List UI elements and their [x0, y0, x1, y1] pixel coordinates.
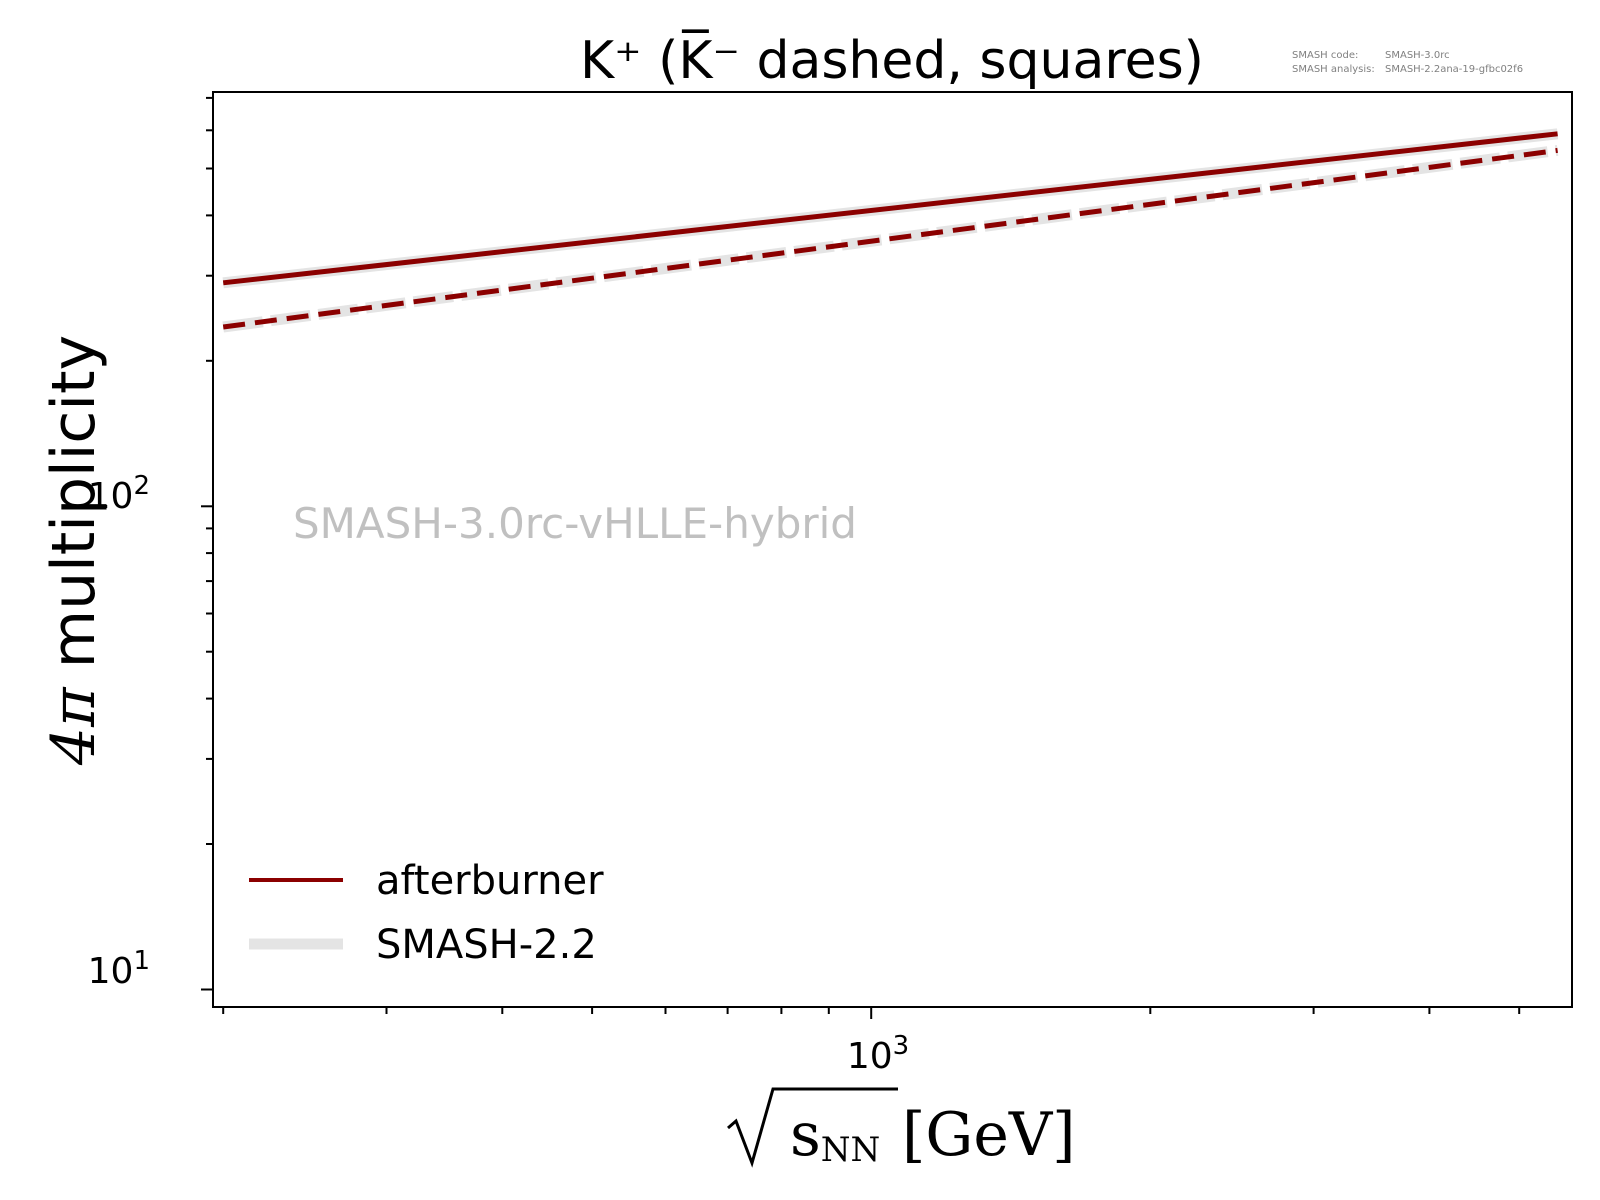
major-ticks — [201, 505, 873, 1019]
x-axis-label-radical — [727, 1087, 898, 1168]
y-tick-label-10-1: 101 — [88, 946, 150, 992]
chart-title: K⁺ (K̅⁻ dashed, squares) — [580, 29, 1204, 91]
version-analysis-value: SMASH-2.2ana-19-gfbc02f6 — [1385, 64, 1523, 75]
legend: afterburner SMASH-2.2 — [249, 858, 604, 968]
hybrid-annotation: SMASH-3.0rc-vHLLE-hybrid — [293, 499, 857, 548]
legend-label-afterburner: afterburner — [376, 858, 604, 904]
version-code-label: SMASH code: — [1292, 50, 1358, 61]
axes-frame — [212, 91, 1573, 1008]
x-axis-label-unit: [GeV] — [902, 1100, 1076, 1170]
plot-series — [222, 128, 1559, 333]
series-line-kminus-afterburner — [222, 147, 1558, 330]
minor-ticks — [206, 96, 1521, 1014]
x-axis-label: sNN [GeV] — [727, 1087, 1076, 1170]
series-line-kplus-afterburner — [222, 131, 1558, 286]
legend-label-smash-2-2: SMASH-2.2 — [376, 922, 597, 968]
version-code-value: SMASH-3.0rc — [1385, 50, 1450, 61]
x-tick-label-10-3: 103 — [847, 1031, 909, 1077]
version-info: SMASH code: SMASH-3.0rc SMASH analysis: … — [1292, 50, 1523, 75]
x-axis-label-radicand: sNN — [790, 1100, 880, 1170]
y-axis-label: 4π multiplicity — [39, 335, 109, 766]
y-tick-label-10-2: 102 — [88, 471, 150, 517]
version-analysis-label: SMASH analysis: — [1292, 64, 1375, 75]
